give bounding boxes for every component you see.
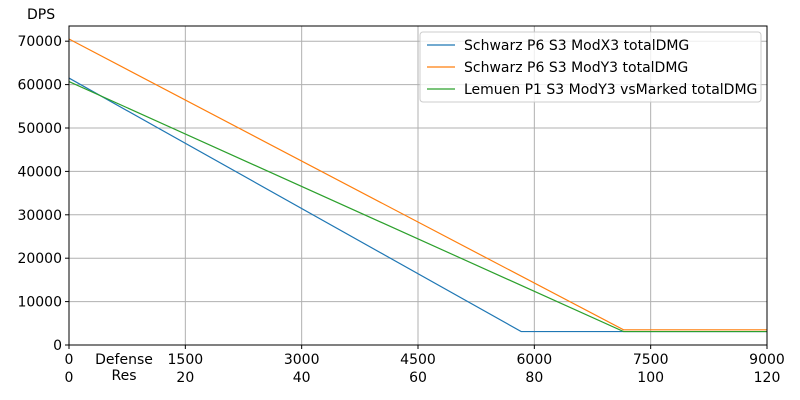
x-tick-label: 0 [65, 352, 74, 368]
x-tick-label: 7500 [633, 352, 669, 368]
x-tick-label-secondary: 60 [409, 370, 427, 386]
y-tick-label: 30000 [17, 208, 62, 224]
x-tick-label-secondary: 80 [525, 370, 543, 386]
y-tick-label: 10000 [17, 295, 62, 311]
legend: Schwarz P6 S3 ModX3 totalDMG Schwarz P6 S… [419, 31, 762, 103]
x-tick-label-secondary: 0 [65, 370, 74, 386]
y-tick-label: 40000 [17, 164, 62, 180]
legend-label-1: Schwarz P6 S3 ModX3 totalDMG [464, 38, 689, 54]
y-tick-label: 0 [53, 338, 62, 354]
series-lines [68, 38, 767, 333]
x-tick-label: 6000 [517, 352, 553, 368]
x-tick-label-secondary: 100 [637, 370, 664, 386]
x-axis-label-defense: Defense [95, 352, 153, 368]
y-tick-label: 20000 [17, 251, 62, 267]
x-axis-ticks: 0 0 1500 20 3000 40 4500 60 6000 80 7500 100 9000 120 [65, 345, 785, 386]
x-tick-label: 9000 [749, 352, 785, 368]
x-tick-label: 3000 [284, 352, 320, 368]
x-tick-label: 1500 [168, 352, 204, 368]
y-tick-label: 60000 [17, 78, 62, 94]
legend-label-3: Lemuen P1 S3 ModY3 vsMarked totalDMG [464, 82, 757, 98]
x-tick-label-secondary: 120 [754, 370, 781, 386]
y-tick-label: 50000 [17, 121, 62, 137]
y-axis-ticks: 0 10000 20000 30000 40000 50000 60000 70000 [17, 34, 69, 354]
y-tick-label: 70000 [17, 34, 62, 50]
x-tick-label: 4500 [400, 352, 436, 368]
legend-label-2: Schwarz P6 S3 ModY3 totalDMG [464, 60, 688, 76]
legend-box [419, 31, 762, 103]
x-tick-label-secondary: 40 [293, 370, 311, 386]
series-line-2 [68, 38, 767, 331]
x-axis-label-res: Res [111, 368, 136, 384]
x-tick-label-secondary: 20 [176, 370, 194, 386]
series-line-3 [68, 81, 767, 333]
y-axis-label: DPS [27, 7, 55, 23]
